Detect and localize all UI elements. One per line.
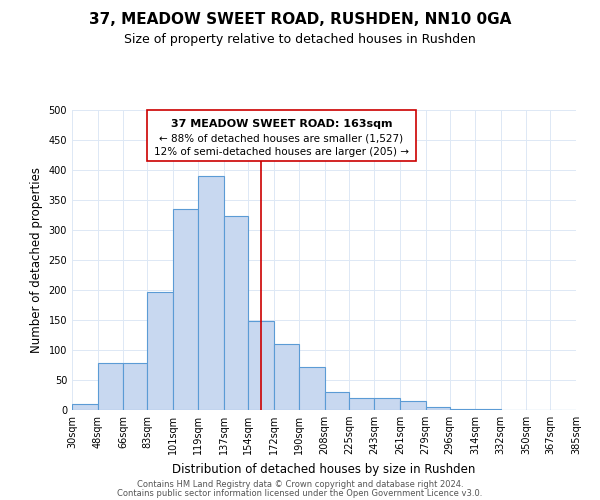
Bar [274,344,299,410]
Bar [98,363,123,410]
Text: 12% of semi-detached houses are larger (205) →: 12% of semi-detached houses are larger (… [154,147,409,157]
Bar [374,398,400,410]
Bar [400,401,425,410]
Bar [123,363,147,410]
Bar [72,404,98,410]
Text: Size of property relative to detached houses in Rushden: Size of property relative to detached ho… [124,32,476,46]
Text: 37 MEADOW SWEET ROAD: 163sqm: 37 MEADOW SWEET ROAD: 163sqm [170,119,392,129]
Bar [349,398,374,410]
Bar [449,409,475,410]
Bar [173,209,199,410]
Text: 37, MEADOW SWEET ROAD, RUSHDEN, NN10 0GA: 37, MEADOW SWEET ROAD, RUSHDEN, NN10 0GA [89,12,511,28]
Bar [224,216,248,410]
Y-axis label: Number of detached properties: Number of detached properties [30,167,43,353]
Text: Contains HM Land Registry data © Crown copyright and database right 2024.: Contains HM Land Registry data © Crown c… [137,480,463,489]
Bar [147,292,173,410]
Bar [147,110,416,161]
Bar [325,392,349,410]
X-axis label: Distribution of detached houses by size in Rushden: Distribution of detached houses by size … [172,462,476,475]
Bar [299,367,325,410]
Bar [199,176,224,410]
Text: Contains public sector information licensed under the Open Government Licence v3: Contains public sector information licen… [118,488,482,498]
Text: ← 88% of detached houses are smaller (1,527): ← 88% of detached houses are smaller (1,… [160,133,403,143]
Bar [248,321,274,410]
Bar [425,407,449,410]
